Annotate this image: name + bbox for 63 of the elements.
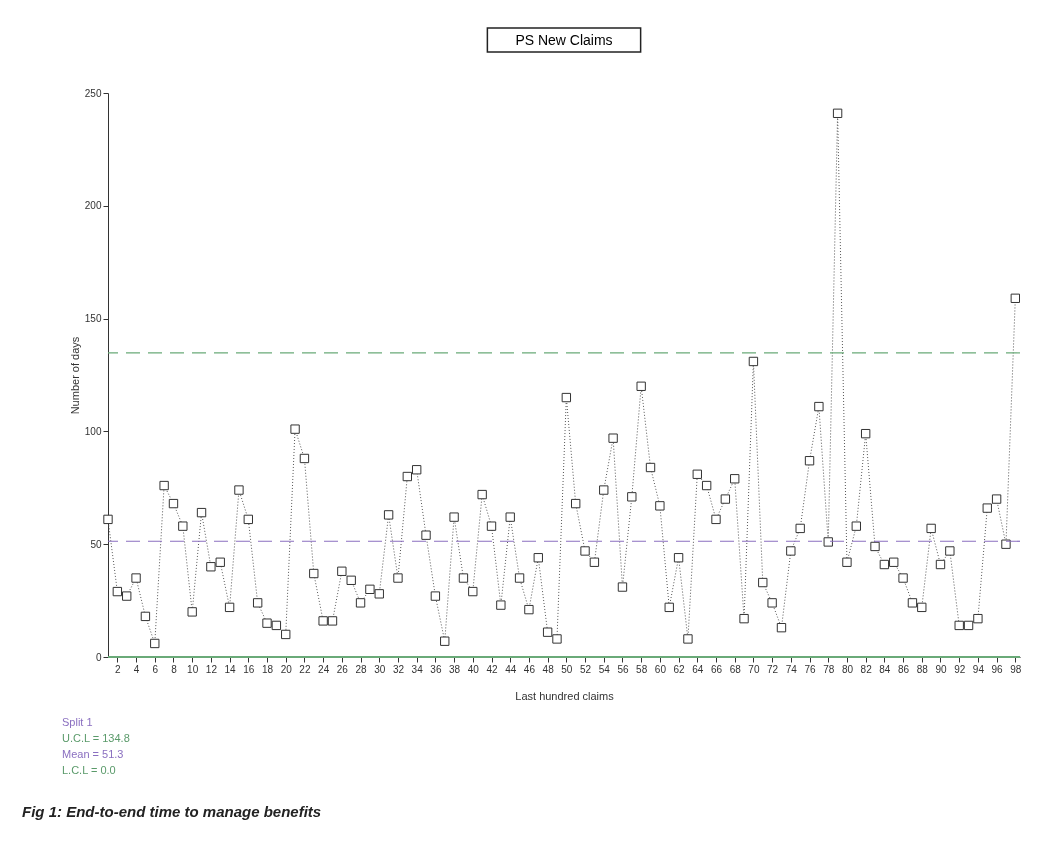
y-axis-title: Number of days (68, 336, 81, 415)
x-tick-label: 26 (336, 663, 349, 675)
text: Mean = 51.3 (62, 748, 124, 760)
x-tick-label: 56 (617, 663, 629, 675)
y-tick-label: 150 (84, 313, 102, 325)
x-tick-label: 14 (224, 663, 237, 675)
x-tick-label: 34 (411, 663, 424, 675)
x-tick-label: 96 (991, 663, 1004, 675)
x-tick-label: 50 (561, 663, 573, 675)
x-tick-label: 60 (654, 663, 667, 675)
text: L.C.L = 0.0 (62, 764, 116, 776)
x-tick-label: 72 (767, 663, 779, 675)
x-tick-label: 94 (972, 663, 985, 675)
y-tick-label: 200 (84, 200, 102, 212)
x-tick-label: 44 (505, 663, 517, 675)
x-tick-label: 20 (280, 663, 293, 675)
x-tick-label: 2 (115, 663, 122, 675)
x-tick-label: 76 (804, 663, 817, 675)
x-tick-label: 90 (935, 663, 947, 675)
x-tick-label: 22 (299, 663, 311, 675)
x-tick-label: 48 (542, 663, 555, 675)
x-tick-label: 28 (355, 663, 368, 675)
y-tick-label: 50 (90, 538, 102, 550)
x-tick-label: 88 (916, 663, 929, 675)
x-tick-label: 42 (486, 663, 499, 675)
x-tick-label: 8 (171, 663, 178, 675)
x-tick-label: 84 (879, 663, 891, 675)
x-tick-label: 54 (598, 663, 611, 675)
x-tick-label: 58 (636, 663, 648, 675)
text: U.C.L = 134.8 (62, 732, 130, 744)
x-axis-title: Last hundred claims (515, 689, 615, 702)
x-tick-label: 64 (692, 663, 704, 675)
x-tick-label: 40 (467, 663, 480, 675)
x-tick-label: 62 (673, 663, 686, 675)
x-tick-label: 32 (392, 663, 405, 675)
caption: Fig 1: End-to-end time to manage benefits (22, 803, 322, 820)
y-tick-label: 250 (84, 87, 102, 99)
x-tick-label: 92 (954, 663, 966, 675)
y-tick-label: 100 (84, 425, 102, 437)
x-tick-label: 12 (205, 663, 218, 675)
x-tick-label: 52 (579, 663, 592, 675)
x-tick-label: 98 (1010, 663, 1022, 675)
x-tick-label: 80 (841, 663, 854, 675)
chart-title: PS New Claims (515, 32, 613, 48)
x-tick-label: 10 (187, 663, 199, 675)
x-tick-label: 86 (898, 663, 910, 675)
x-tick-label: 6 (152, 663, 159, 675)
x-tick-label: 66 (710, 663, 723, 675)
x-tick-label: 82 (860, 663, 873, 675)
x-tick-label: 4 (133, 663, 140, 675)
x-tick-label: 70 (748, 663, 760, 675)
x-tick-label: 36 (430, 663, 442, 675)
x-tick-label: 68 (729, 663, 742, 675)
x-tick-label: 46 (523, 663, 536, 675)
x-tick-label: 78 (823, 663, 835, 675)
x-tick-label: 74 (785, 663, 798, 675)
x-tick-label: 30 (374, 663, 386, 675)
x-tick-label: 16 (243, 663, 255, 675)
x-tick-label: 38 (449, 663, 461, 675)
x-tick-label: 24 (318, 663, 330, 675)
x-tick-label: 18 (261, 663, 274, 675)
text: Split 1 (62, 716, 93, 728)
y-tick-label: 0 (95, 651, 102, 663)
